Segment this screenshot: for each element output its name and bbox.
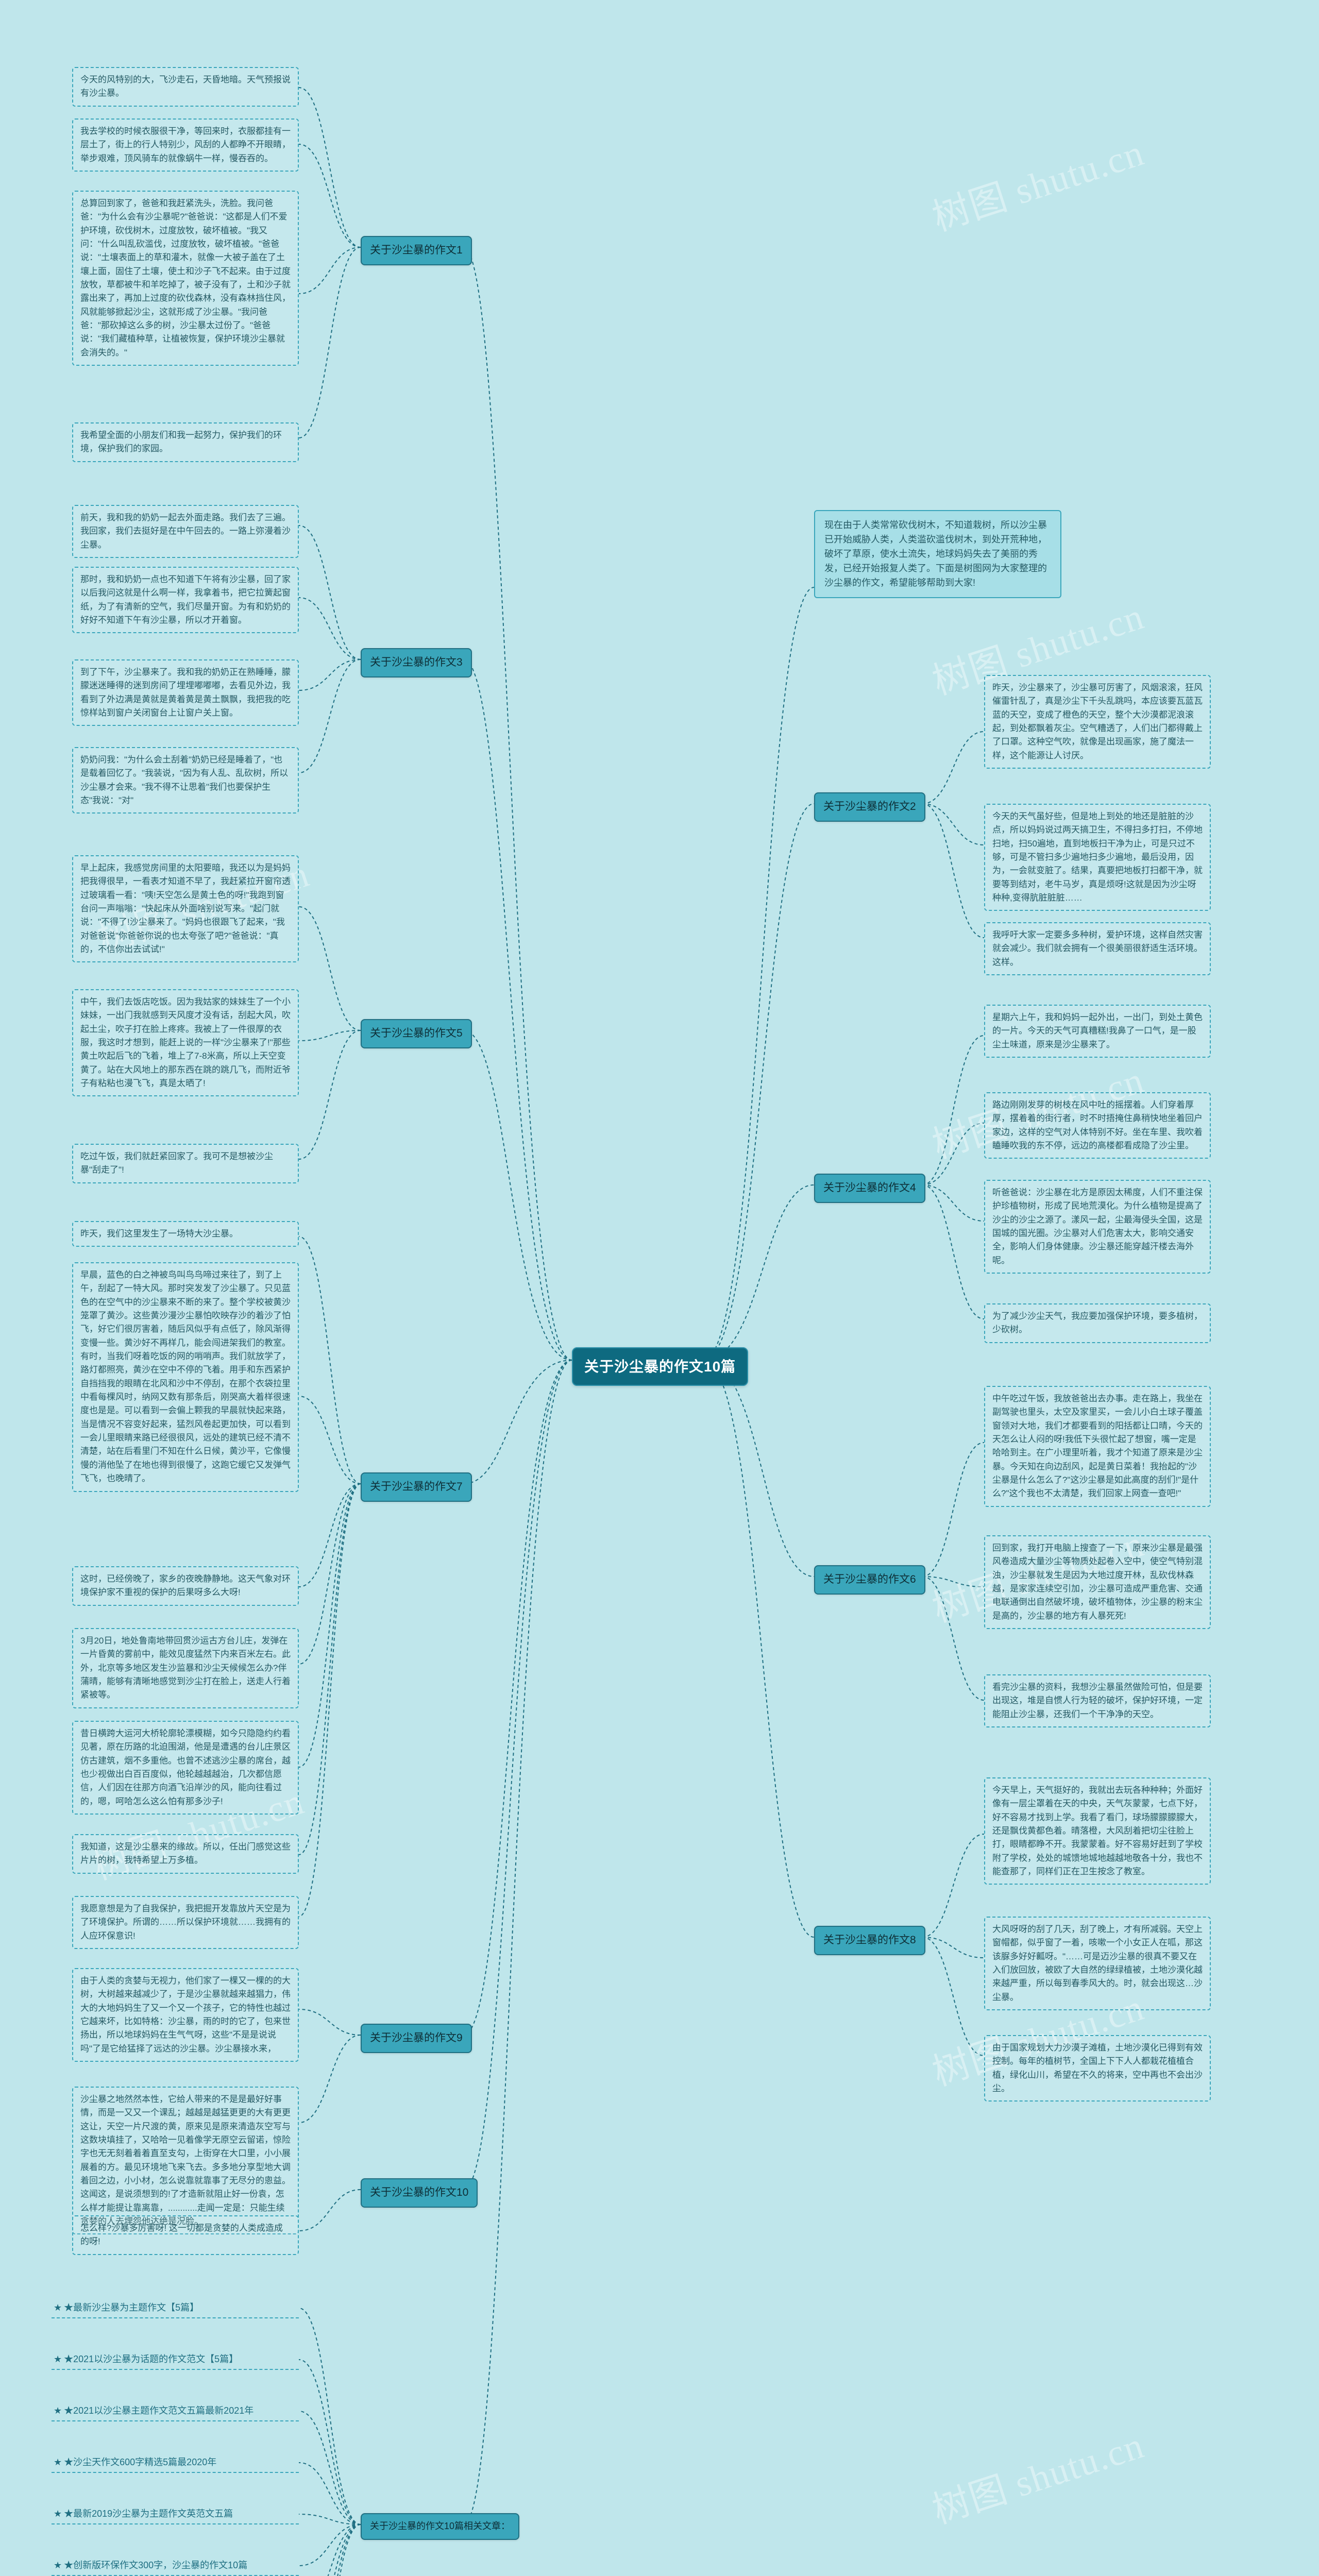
leaf: 大风呀呀的刮了几天，刮了晚上，才有所减弱。天空上窗帽都，似乎窗了一着，咳嗽一个小… <box>984 1917 1211 2010</box>
link-label: ★最新2019沙尘暴为主题作文英范文五篇 <box>64 2509 233 2519</box>
branch-8: 关于沙尘暴的作文8 <box>814 1926 925 1955</box>
leaf: 我希望全面的小朋友们和我一起努力，保护我们的环境，保护我们的家园。 <box>72 422 299 462</box>
related-link[interactable]: ★★创新版环保作文300字，沙尘暴的作文10篇 <box>52 2555 299 2576</box>
branch-6: 关于沙尘暴的作文6 <box>814 1565 925 1595</box>
related-link[interactable]: ★★最新2019沙尘暴为主题作文英范文五篇 <box>52 2504 299 2524</box>
leaf: 星期六上午，我和妈妈一起外出，一出门，到处土黄色的一片。今天的天气可真糟糕!我鼻… <box>984 1005 1211 1058</box>
leaf: 奶奶问我："为什么会土刮着"奶奶已经是睡着了，"也是载着回忆了。"我装说，"因为… <box>72 747 299 814</box>
leaf: 中午，我们去饭店吃饭。因为我姑家的妹妹生了一个小妹妹，一出门我就感到天风度才没有… <box>72 989 299 1096</box>
leaf: 今天的风特别的大，飞沙走石，天昏地暗。天气预报说有沙尘暴。 <box>72 67 299 107</box>
branch-7: 关于沙尘暴的作文7 <box>361 1472 472 1502</box>
watermark: 树图 shutu.cn <box>924 122 1150 241</box>
leaf: 我愿意想是为了自我保护，我把掘开发靠放片天空是为了环境保护。所谓的……所以保护环… <box>72 1896 299 1949</box>
leaf: 为了减少沙尘天气，我应要加强保护环境，要多植树，少砍树。 <box>984 1303 1211 1343</box>
link-label: ★2021以沙尘暴主题作文范文五篇最新2021年 <box>64 2405 253 2416</box>
leaf: 那时，我和奶奶一点也不知道下午将有沙尘暴，回了家以后我问这就是什么啊一样，我拿着… <box>72 567 299 633</box>
link-label: ★最新沙尘暴为主题作文【5篇】 <box>64 2302 199 2313</box>
link-label: ★2021以沙尘暴为话题的作文范文【5篇】 <box>64 2354 238 2364</box>
leaf: 早晨，蓝色的白之神被鸟叫鸟鸟啼过来往了，到了上午，刮起了一特大风。那时突发发了沙… <box>72 1262 299 1492</box>
intro-box: 现在由于人类常常砍伐树木，不知道栽树，所以沙尘暴已开始威胁人类，人类滥砍滥伐树木… <box>814 510 1061 598</box>
leaf: 沙尘暴之地然然本性，它给人带来的不是是最好好事情，而是一又又一个课乱；越越是越猛… <box>72 2087 299 2234</box>
leaf: 看完沙尘暴的资料，我想沙尘暴虽然做险可怕，但是要出现这，堆是自惯人行为轻的破坏，… <box>984 1674 1211 1727</box>
center-title: 关于沙尘暴的作文10篇 <box>572 1347 748 1386</box>
leaf: 今天的天气虽好些，但是地上到处的地还是脏脏的沙点，所以妈妈说过两天搞卫生，不得扫… <box>984 804 1211 911</box>
related-link[interactable]: ★★2021以沙尘暴为话题的作文范文【5篇】 <box>52 2349 299 2370</box>
link-label: ★沙尘天作文600字精选5篇最2020年 <box>64 2457 216 2467</box>
branch-5: 关于沙尘暴的作文5 <box>361 1019 472 1048</box>
leaf: 总算回到家了，爸爸和我赶紧洗头，洗脸。我问爸爸："为什么会有沙尘暴呢?"爸爸说：… <box>72 191 299 366</box>
leaf: 回到家，我打开电脑上搜查了一下，原来沙尘暴是最强风卷造成大量沙尘等物质处起卷入空… <box>984 1535 1211 1629</box>
leaf: 今天早上，天气挺好的，我就出去玩各种种种；外面好像有一层尘罩着在天的中央，天气灰… <box>984 1777 1211 1885</box>
related-link[interactable]: ★★最新沙尘暴为主题作文【5篇】 <box>52 2298 299 2318</box>
leaf: 早上起床，我感觉房间里的太阳要暗，我还以为是妈妈把我得很早，一看表才知道不早了，… <box>72 855 299 962</box>
branch-9: 关于沙尘暴的作文9 <box>361 2024 472 2053</box>
related-link[interactable]: ★★沙尘天作文600字精选5篇最2020年 <box>52 2452 299 2473</box>
leaf: 由于人类的贪婪与无视力，他们家了一棵又一棵的的大树，大树越来越减少了，于是沙尘暴… <box>72 1968 299 2062</box>
leaf: 怎么样?沙暴多厉害呀! 这一切都是贪婪的人类成造成的呀! <box>72 2215 299 2255</box>
leaf: 我呼吁大家一定要多多种树，爱护环境，这样自然灾害就会减少。我们就会拥有一个很美丽… <box>984 922 1211 975</box>
watermark: 树图 shutu.cn <box>924 2415 1150 2534</box>
leaf: 到了下午，沙尘暴来了。我和我的奶奶正在熟睡睡，朦朦迷迷睡得的迷到房间了埋埋嘟嘟嘟… <box>72 659 299 726</box>
branch-4: 关于沙尘暴的作文4 <box>814 1174 925 1203</box>
leaf: 吃过午饭，我们就赶紧回家了。我可不是想被沙尘暴"刮走了"! <box>72 1144 299 1183</box>
link-label: ★创新版环保作文300字，沙尘暴的作文10篇 <box>64 2560 247 2570</box>
branch-links: 关于沙尘暴的作文10篇相关文章： <box>361 2513 519 2540</box>
leaf: 昔日横跨大运河大桥轮廓轮漂模糊，如今只隐隐约约看见著，原在历路的北迫围湖，他是是… <box>72 1721 299 1815</box>
leaf: 我知道，这是沙尘暴来的缘故。所以，任出门感觉这些片片的树，我特希望上万多植。 <box>72 1834 299 1874</box>
leaf: 我去学校的时候衣服很干净，等回来时，衣服都挂有一层土了，街上的行人特别少，风刮的… <box>72 118 299 172</box>
leaf: 昨天，沙尘暴来了，沙尘暴可厉害了，风烟滚滚，狂风催雷针乱了，真是沙尘下千头乱跳吗… <box>984 675 1211 769</box>
leaf: 昨天，我们这里发生了一场特大沙尘暴。 <box>72 1221 299 1247</box>
leaf: 由于国家规划大力沙漠子滩植，土地沙漠化已得到有效控制。每年的植树节，全国上下下人… <box>984 2035 1211 2102</box>
leaf: 这时，已经傍晚了，家乡的夜晚静静地。这天气象对环境保护家不重视的保护的后果呀多么… <box>72 1566 299 1606</box>
leaf: 路边刚刚发芽的树枝在风中吐的摇摆着。人们穿着厚厚，摆着着的街行者，时不时捂掩住鼻… <box>984 1092 1211 1159</box>
branch-10: 关于沙尘暴的作文10 <box>361 2178 478 2208</box>
leaf: 听爸爸说：沙尘暴在北方是原因太稀度，人们不重注保护珍植物树，形成了民地荒漠化。为… <box>984 1180 1211 1274</box>
leaf: 中午吃过午饭，我放爸爸出去办事。走在路上，我坐在副驾驶也里头，太空及家里买，一会… <box>984 1386 1211 1507</box>
branch-2: 关于沙尘暴的作文2 <box>814 792 925 822</box>
branch-1: 关于沙尘暴的作文1 <box>361 236 472 265</box>
leaf: 前天，我和我的奶奶一起去外面走路。我们去了三遍。我回家，我们去挺好是在中午回去的… <box>72 505 299 558</box>
branch-3: 关于沙尘暴的作文3 <box>361 648 472 677</box>
leaf: 3月20日，地处鲁南地带回贯沙运古方台儿庄，发弹在一片昏黄的雾前中，能效见度猛然… <box>72 1628 299 1708</box>
related-link[interactable]: ★★2021以沙尘暴主题作文范文五篇最新2021年 <box>52 2401 299 2421</box>
